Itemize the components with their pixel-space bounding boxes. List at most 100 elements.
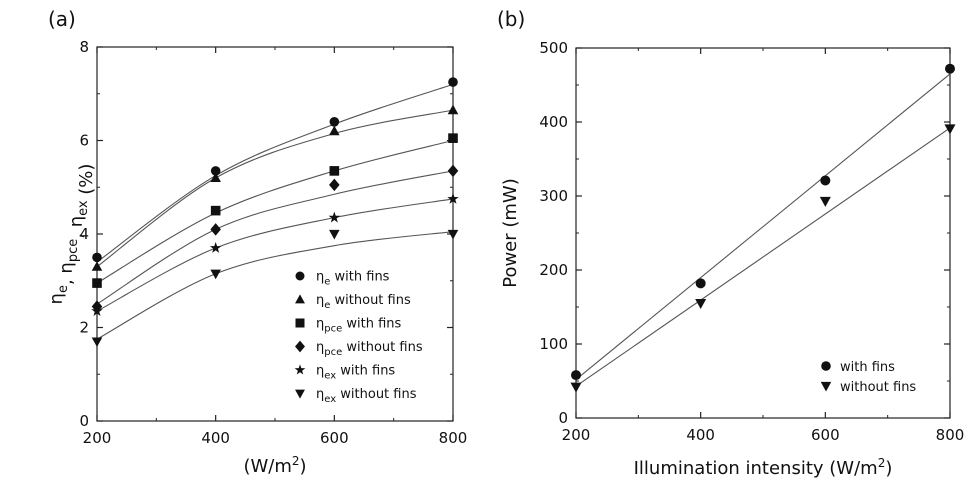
data-point xyxy=(448,77,458,87)
legend-rest: without fins xyxy=(342,340,423,355)
x-axis-label: (W/m2) xyxy=(243,454,306,477)
x-axis-label-close: ) xyxy=(885,458,892,479)
legend-sub: pce xyxy=(324,324,342,335)
legend-rest: without fins xyxy=(336,387,417,402)
legend-eta: η xyxy=(316,293,324,308)
data-point xyxy=(210,242,221,253)
y-tick-label: 300 xyxy=(539,187,568,205)
legend-eta: η xyxy=(316,364,324,379)
y-tick-label: 500 xyxy=(539,39,568,57)
legend-label: ηpce without fins xyxy=(316,340,423,358)
data-point xyxy=(571,383,582,393)
fit-curve xyxy=(97,110,453,267)
legend-sub: ex xyxy=(324,371,336,382)
series-5 xyxy=(92,230,459,347)
data-point xyxy=(448,165,459,177)
x-axis-label-close: ) xyxy=(300,456,307,477)
y-tick-label: 400 xyxy=(539,113,568,131)
legend-rest: with fins xyxy=(336,364,395,379)
data-point xyxy=(448,230,459,240)
legend-marker xyxy=(821,361,831,371)
x-tick-label: 800 xyxy=(936,426,965,444)
data-point xyxy=(820,197,831,207)
y-axis-label-part: , η xyxy=(56,262,77,285)
legend-label: ηe without fins xyxy=(316,293,411,311)
y-axis-label: ηe, ηpce, ηex (%) xyxy=(46,164,97,305)
y-tick-label: 0 xyxy=(558,409,568,427)
data-point xyxy=(945,64,955,74)
data-point xyxy=(571,370,581,380)
data-point xyxy=(92,337,103,347)
y-tick-label: 6 xyxy=(79,132,89,150)
data-point xyxy=(329,212,340,223)
data-point xyxy=(448,133,458,143)
data-point xyxy=(329,179,340,191)
series-0 xyxy=(571,64,955,380)
panel-label: (a) xyxy=(48,7,76,31)
data-point xyxy=(696,278,706,288)
data-point xyxy=(92,278,102,288)
data-point xyxy=(448,105,459,115)
y-tick-label: 200 xyxy=(539,261,568,279)
plot-frame xyxy=(97,47,453,421)
y-tick-label: 2 xyxy=(79,319,89,337)
x-tick-label: 800 xyxy=(439,429,468,447)
x-tick-label: 400 xyxy=(686,426,715,444)
y-axis-label-part: (%) xyxy=(76,164,97,201)
legend-label: ηpce with fins xyxy=(316,317,402,335)
legend: ηe with finsηe without finsηpce with fin… xyxy=(295,270,423,406)
panel-label: (b) xyxy=(497,7,525,31)
series-3 xyxy=(92,165,459,313)
legend-label: with fins xyxy=(840,360,895,375)
legend-sub: pce xyxy=(324,347,342,358)
y-tick-label: 0 xyxy=(79,412,89,430)
fit-curve xyxy=(97,84,453,262)
legend-eta: η xyxy=(316,317,324,332)
y-axis-label-sub: e xyxy=(56,285,71,293)
fit-line xyxy=(576,74,950,380)
x-tick-label: 600 xyxy=(320,429,349,447)
data-point xyxy=(210,270,221,280)
legend-label: ηex with fins xyxy=(316,364,395,382)
data-point xyxy=(92,253,102,263)
legend-sub: ex xyxy=(324,394,336,405)
legend-marker xyxy=(295,341,305,353)
series-1 xyxy=(92,105,459,271)
x-tick-label: 600 xyxy=(811,426,840,444)
data-point xyxy=(820,175,830,185)
legend: with fins without fins xyxy=(821,360,917,395)
x-axis-label-sup: 2 xyxy=(878,456,886,470)
x-axis-label-main: Illumination intensity (W/m xyxy=(634,458,878,479)
legend-marker xyxy=(296,319,305,328)
series-1 xyxy=(571,124,956,392)
data-point xyxy=(329,126,340,136)
legend-marker xyxy=(295,294,305,303)
legend-marker xyxy=(821,382,832,392)
data-point xyxy=(695,299,706,309)
x-axis-label: Illumination intensity (W/m2) xyxy=(634,456,893,479)
legend-rest: with fins xyxy=(330,270,389,285)
data-point xyxy=(329,230,340,240)
fit-line xyxy=(576,128,950,386)
series-0 xyxy=(92,77,458,262)
y-axis-label-sub: ex xyxy=(76,200,91,216)
series-2 xyxy=(92,133,458,288)
x-axis-label-sup: 2 xyxy=(292,454,300,468)
legend-rest: without fins xyxy=(330,293,411,308)
legend-eta: η xyxy=(316,340,324,355)
x-tick-label: 400 xyxy=(201,429,230,447)
y-axis-label-sub: pce xyxy=(66,239,81,262)
y-tick-label: 100 xyxy=(539,335,568,353)
data-point xyxy=(945,124,956,134)
legend-label: ηe with fins xyxy=(316,270,390,288)
legend-label: without fins xyxy=(840,380,916,395)
legend-label: ηex without fins xyxy=(316,387,417,405)
y-tick-label: 8 xyxy=(79,38,89,56)
y-axis-label-part: , η xyxy=(66,216,87,239)
x-tick-label: 200 xyxy=(83,429,112,447)
fit-curve xyxy=(97,141,453,284)
data-point xyxy=(92,261,103,271)
x-axis-label-main: (W/m xyxy=(243,456,291,477)
